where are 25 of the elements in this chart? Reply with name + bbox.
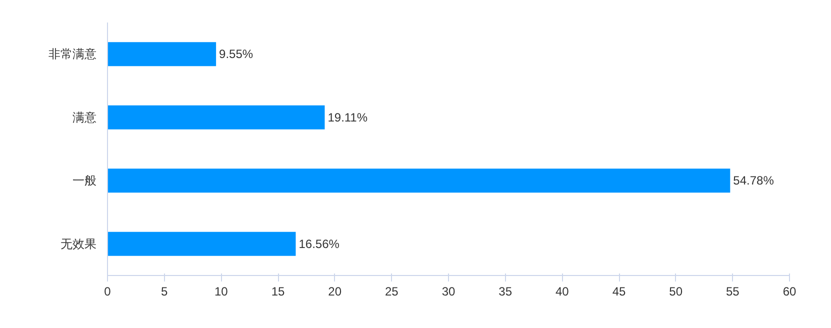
y-tick-label: 满意 — [72, 110, 96, 124]
x-tick-label: 50 — [669, 284, 683, 298]
x-tick-label: 35 — [498, 284, 512, 298]
y-tick-label: 一般 — [72, 174, 96, 188]
x-tick-label: 10 — [214, 284, 228, 298]
x-tick-label: 45 — [612, 284, 626, 298]
x-tick-label: 0 — [104, 284, 112, 298]
data-label: 9.55% — [219, 47, 254, 62]
bar — [108, 105, 325, 130]
bar — [108, 42, 216, 66]
data-label: 16.56% — [298, 236, 340, 251]
x-tick-label: 20 — [328, 284, 342, 298]
y-tick-label: 无效果 — [60, 236, 96, 251]
x-tick-label: 55 — [726, 284, 740, 298]
x-tick-label: 40 — [555, 284, 570, 298]
bar — [108, 232, 296, 256]
data-label: 54.78% — [733, 174, 774, 188]
x-tick-label: 15 — [271, 284, 285, 298]
x-tick-label: 25 — [384, 284, 399, 298]
x-tick-label: 30 — [442, 284, 456, 298]
x-tick-label: 5 — [160, 284, 168, 298]
x-tick-label: 60 — [782, 284, 796, 298]
y-tick-label: 非常满意 — [48, 47, 96, 62]
data-label: 19.11% — [328, 110, 368, 124]
bar — [108, 168, 730, 193]
